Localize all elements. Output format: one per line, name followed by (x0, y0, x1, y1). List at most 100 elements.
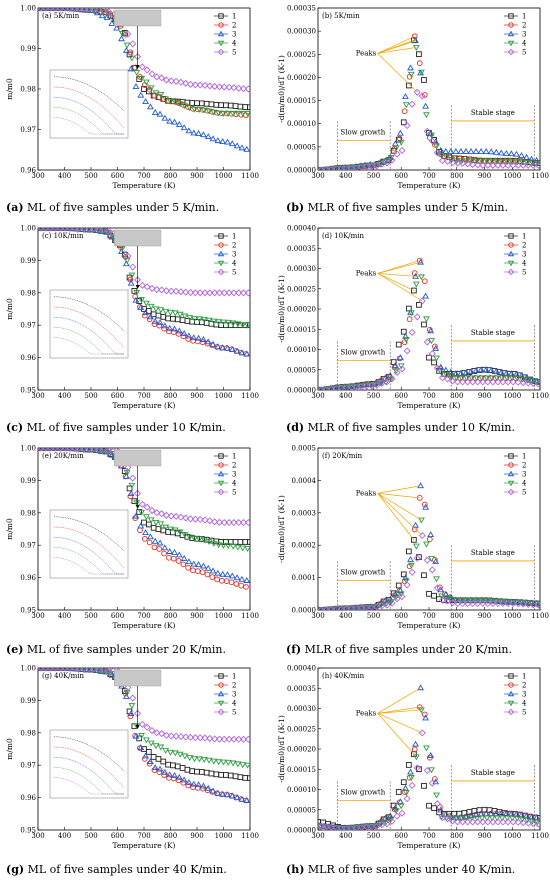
marker-series-1 (213, 101, 220, 108)
marker-series-3 (103, 13, 111, 20)
y-tick-label: 0.00015 (287, 326, 316, 334)
marker-series-2 (151, 321, 158, 327)
chart-panel-e: 300 400 500 600 700 800 900 1000 1100 0.95 0.96 0.9… (5, 445, 259, 631)
marker-series-3 (472, 147, 480, 154)
marker-series-5 (124, 30, 132, 38)
caption-text: MLR of five samples under 40 K/min. (304, 863, 515, 876)
plot-frame (317, 447, 541, 611)
legend-label-3: 3 (522, 471, 526, 479)
y-tick-label: 0.00000 (287, 167, 316, 175)
marker-series-5 (172, 77, 180, 85)
x-tick-label: 600 (111, 612, 124, 620)
marker-series-3 (243, 797, 250, 803)
marker-series-5 (196, 289, 204, 297)
marker-series-5 (343, 825, 351, 830)
y-tick-label: 0.00025 (287, 51, 316, 59)
marker-series-5 (47, 228, 55, 232)
x-tick-label: 900 (478, 832, 491, 840)
chart-panel-g: 300 400 500 600 700 800 900 1000 1100 0.95 0.96 0.9… (5, 665, 259, 851)
marker-series-5 (534, 601, 540, 609)
marker-series-1 (160, 758, 167, 765)
marker-series-3 (142, 752, 150, 759)
legend-label-5: 5 (232, 49, 236, 57)
marker-series-4 (397, 803, 405, 810)
marker-series-5 (403, 122, 411, 130)
y-tick-label: 0.00005 (287, 806, 316, 814)
marker-series-4 (167, 526, 174, 533)
marker-series-1 (416, 302, 422, 308)
marker-series-5 (378, 379, 386, 387)
marker-series-5 (191, 81, 199, 89)
legend-marker-1 (218, 233, 224, 239)
legend-label-2: 2 (522, 242, 526, 250)
marker-series-2 (185, 564, 192, 571)
marker-series-2 (194, 568, 201, 574)
marker-series-4 (128, 482, 136, 489)
marker-series-4 (229, 110, 237, 117)
marker-series-1 (421, 77, 427, 83)
marker-series-4 (483, 815, 491, 822)
marker-series-4 (453, 815, 461, 822)
marker-series-3 (204, 338, 212, 345)
marker-series-3 (137, 522, 145, 529)
x-tick-label: 1100 (241, 392, 259, 400)
marker-series-3 (146, 758, 154, 765)
marker-series-5 (383, 159, 391, 167)
legend-label-2: 2 (232, 22, 236, 30)
y-axis-label: m/m0 (5, 298, 14, 320)
marker-series-5 (187, 289, 195, 297)
y-tick-label: 0.00010 (287, 786, 316, 794)
legend-marker-3 (217, 250, 225, 257)
marker-series-4 (433, 576, 440, 583)
caption-text: ML of five samples under 20 K/min. (23, 643, 226, 656)
marker-series-4 (443, 372, 451, 379)
marker-series-2 (411, 746, 418, 753)
legend-label-5: 5 (232, 709, 236, 717)
legend-marker-4 (507, 260, 515, 267)
marker-series-4 (186, 105, 194, 112)
marker-series-4 (157, 92, 165, 99)
marker-series-2 (146, 316, 153, 323)
marker-series-5 (332, 165, 340, 170)
marker-series-5 (519, 379, 527, 387)
marker-series-5 (494, 161, 502, 169)
inset-series-1 (53, 296, 125, 331)
marker-series-5 (474, 818, 482, 826)
marker-series-2 (209, 574, 216, 580)
marker-series-4 (407, 71, 415, 78)
marker-series-5 (90, 8, 98, 13)
y-tick-label: 0.00040 (287, 225, 316, 233)
marker-series-5 (327, 823, 335, 830)
marker-series-3 (447, 147, 455, 154)
marker-series-4 (205, 108, 213, 115)
marker-series-1 (421, 572, 427, 579)
x-tick-label: 1100 (241, 612, 259, 620)
marker-series-5 (76, 228, 84, 232)
x-tick-label: 1000 (503, 612, 521, 620)
marker-series-4 (191, 536, 198, 543)
marker-series-5 (353, 604, 361, 610)
marker-series-5 (363, 823, 371, 830)
y-tick-label: 0.98 (20, 289, 36, 297)
marker-series-5 (489, 378, 497, 386)
legend-marker-4 (507, 700, 515, 707)
marker-series-4 (534, 379, 540, 386)
marker-series-3 (482, 147, 490, 154)
y-tick-label: 0.0003 (292, 509, 317, 517)
marker-series-5 (383, 378, 391, 386)
marker-series-4 (176, 101, 184, 108)
marker-series-5 (393, 595, 401, 603)
x-tick-label: 800 (450, 392, 463, 400)
marker-series-5 (413, 764, 421, 772)
marker-series-4 (205, 757, 213, 764)
marker-series-5 (322, 606, 330, 610)
x-tick-label: 700 (137, 832, 150, 840)
legend-label-3: 3 (232, 251, 236, 259)
marker-series-5 (448, 377, 457, 385)
marker-series-2 (180, 333, 187, 340)
legend-marker-1 (218, 453, 224, 459)
marker-series-5 (489, 600, 497, 608)
marker-series-1 (218, 771, 224, 778)
marker-series-5 (358, 604, 366, 610)
legend-label-3: 3 (232, 691, 236, 699)
